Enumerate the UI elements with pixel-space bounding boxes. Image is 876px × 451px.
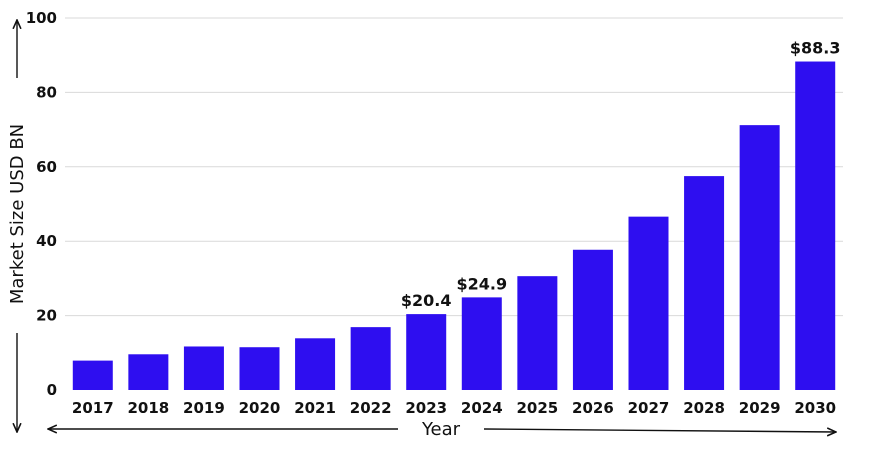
- x-tick-label: 2024: [461, 399, 503, 417]
- bar-2029: [739, 125, 780, 391]
- bar-2021: [295, 338, 336, 390]
- bar-2022: [350, 327, 391, 390]
- y-tick-label: 60: [36, 158, 57, 176]
- bar-2026: [572, 249, 613, 390]
- data-label: $88.3: [790, 39, 841, 58]
- bar-2018: [128, 354, 169, 390]
- y-axis-ticks: 0 20 40 60 80 100: [26, 9, 57, 399]
- bar-2019: [183, 346, 224, 390]
- x-tick-label: 2026: [572, 399, 614, 417]
- y-tick-label: 0: [47, 381, 57, 399]
- x-axis-ticks: 2017 2018 2019 2020 2021 2022 2023 2024 2025 2026…: [72, 399, 836, 417]
- x-tick-label: 2025: [516, 399, 558, 417]
- x-tick-label: 2029: [739, 399, 781, 417]
- y-gridlines: [65, 17, 843, 317]
- x-tick-label: 2028: [683, 399, 725, 417]
- bar-2028: [684, 176, 725, 390]
- data-label: $24.9: [456, 274, 507, 293]
- bar-2020: [239, 347, 280, 390]
- bar-2024: [461, 297, 502, 390]
- bar-2025: [517, 276, 558, 390]
- x-axis-title: Year: [421, 419, 461, 440]
- x-tick-label: 2020: [239, 399, 281, 417]
- y-tick-label: 20: [36, 307, 57, 325]
- x-tick-label: 2030: [794, 399, 836, 417]
- bar-2017: [72, 360, 113, 390]
- bars: [72, 61, 836, 391]
- x-axis-arrow-right: [483, 429, 836, 432]
- bar-2023: [406, 314, 447, 390]
- x-tick-label: 2017: [72, 399, 114, 417]
- x-tick-label: 2027: [628, 399, 670, 417]
- bar-2027: [628, 216, 669, 390]
- x-tick-label: 2018: [127, 399, 169, 417]
- data-labels: $20.4$24.9 $88.3: [401, 39, 841, 311]
- y-axis-title: Market Size USD BN: [7, 124, 28, 304]
- x-tick-label: 2021: [294, 399, 336, 417]
- y-tick-label: 80: [36, 83, 57, 101]
- y-tick-label: 100: [26, 9, 57, 27]
- x-tick-label: 2019: [183, 399, 225, 417]
- bar-2030: [795, 61, 836, 391]
- data-label: $20.4: [401, 291, 452, 310]
- x-tick-label: 2022: [350, 399, 392, 417]
- y-tick-label: 40: [36, 232, 57, 250]
- x-tick-label: 2023: [405, 399, 447, 417]
